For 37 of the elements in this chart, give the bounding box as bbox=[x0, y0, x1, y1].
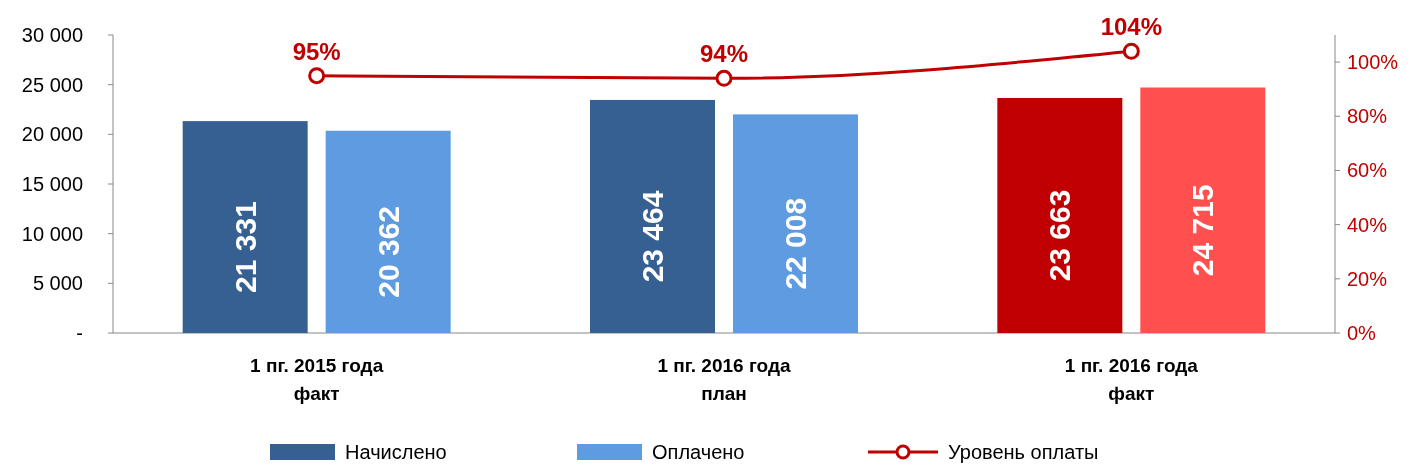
bar bbox=[182, 121, 308, 333]
x-tick-label: 1 пг. 2016 года факт bbox=[1064, 355, 1199, 404]
data-label: 94% bbox=[699, 40, 749, 68]
x-tick-label: 1 пг. 2015 года факт bbox=[250, 355, 384, 404]
data-label: 21 331 bbox=[228, 201, 262, 293]
legend-label: Уровень оплаты bbox=[948, 441, 1099, 463]
bar bbox=[733, 114, 858, 333]
legend-label: Оплачено bbox=[652, 441, 745, 463]
y2-tick-label: 60% bbox=[1347, 159, 1388, 182]
point bbox=[1122, 42, 1140, 60]
y2-tick-label: 80% bbox=[1347, 105, 1388, 128]
data-label: 23 464 bbox=[636, 190, 669, 283]
bar bbox=[325, 130, 451, 333]
data-label: 95% bbox=[292, 37, 341, 65]
y-tick-label: 25 000 bbox=[21, 73, 83, 96]
y2-tick-label: 0% bbox=[1347, 322, 1377, 344]
y2-tick-label: 20% bbox=[1347, 267, 1388, 290]
y-tick-label: 5 000 bbox=[32, 272, 83, 295]
data-label: 24 715 bbox=[1186, 184, 1220, 277]
data-label: 104% bbox=[1100, 13, 1163, 41]
y2-tick-label: 40% bbox=[1347, 213, 1388, 236]
legend-label: Начислено bbox=[345, 441, 447, 463]
data-label: 23 663 bbox=[1043, 189, 1077, 282]
y-tick-label: 10 000 bbox=[21, 222, 83, 245]
x-tick-label: 1 пг. 2016 года план bbox=[657, 355, 791, 404]
bar bbox=[997, 97, 1123, 333]
y-tick-label: - bbox=[76, 322, 83, 344]
point bbox=[715, 69, 733, 87]
y-tick-label: 15 000 bbox=[21, 173, 83, 195]
y-tick-label: 20 000 bbox=[21, 123, 83, 146]
bar bbox=[1140, 87, 1266, 333]
y2-tick-label: 100% bbox=[1347, 51, 1399, 74]
data-label: 20 362 bbox=[371, 205, 405, 298]
bar bbox=[590, 99, 715, 333]
data-label: 22 008 bbox=[779, 197, 812, 290]
y-tick-label: 30 000 bbox=[21, 24, 83, 46]
point bbox=[308, 67, 326, 85]
